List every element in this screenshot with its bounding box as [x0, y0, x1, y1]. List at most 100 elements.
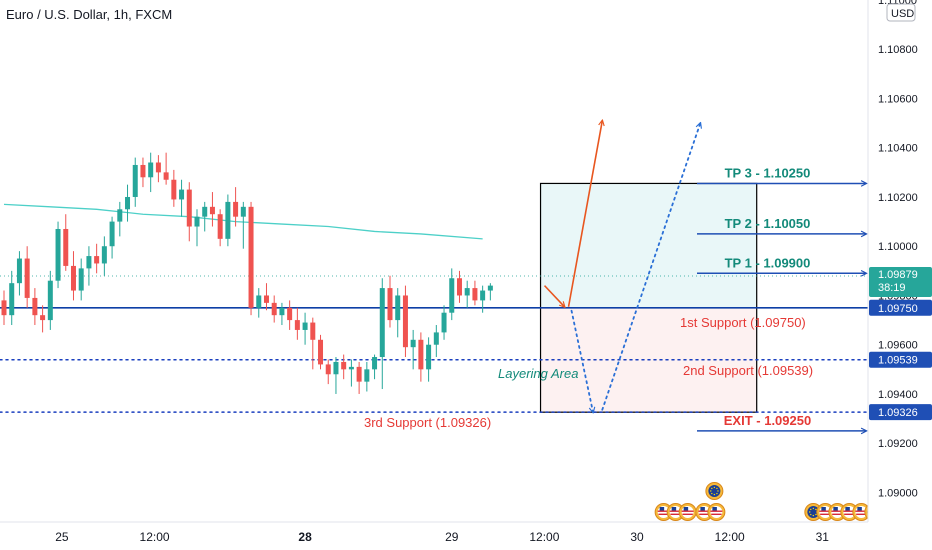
candle-body-8 — [63, 228, 69, 266]
candle-body-16 — [125, 196, 131, 210]
event-flag-3-3-us-canton — [845, 507, 850, 511]
target-label-3: TP 1 - 1.09900 — [725, 255, 811, 270]
candle-body-1 — [9, 283, 15, 316]
candle-body-31 — [240, 206, 246, 217]
current-price-value: 1.09879 — [878, 269, 918, 281]
countdown-value: 38:19 — [878, 282, 906, 294]
price-tick-1: 1.10800 — [878, 44, 918, 56]
candle-body-40 — [310, 322, 316, 340]
candle-body-14 — [109, 221, 115, 247]
time-tick-3: 29 — [445, 530, 459, 544]
time-tick-1: 12:00 — [140, 530, 170, 544]
event-flag-2-0-eu-star-4 — [710, 490, 712, 492]
event-flag-0-0-us-canton — [659, 507, 665, 511]
candle-body-29 — [225, 201, 231, 239]
event-flag-3-2-us-canton — [833, 507, 838, 511]
candle-body-5 — [40, 315, 46, 321]
time-tick-0: 25 — [55, 530, 69, 544]
candle-body-43 — [333, 361, 339, 375]
candle-body-34 — [263, 295, 269, 303]
event-flag-3-1-us-canton — [821, 507, 826, 511]
candle-body-39 — [302, 322, 308, 330]
candle-body-27 — [209, 206, 215, 215]
candle-body-15 — [117, 209, 123, 222]
candle-body-19 — [148, 162, 154, 178]
candle-body-48 — [372, 357, 378, 370]
event-flag-3-4-us-canton — [857, 507, 862, 511]
candle-body-9 — [70, 265, 76, 291]
bullish-path-arrow[interactable] — [567, 121, 603, 307]
event-flag-3-2-us-stripe-1 — [831, 510, 844, 512]
price-axis-background — [868, 0, 932, 522]
time-axis[interactable]: 25 12:00 28 29 12:00 30 12:00 31 — [0, 521, 932, 550]
candle-body-52 — [402, 295, 408, 348]
event-flag-3-0-eu-star-5 — [810, 508, 812, 511]
event-flag-3-1-us-stripe-2 — [820, 513, 831, 515]
event-flag-3-0-eu-star-2 — [812, 514, 815, 517]
price-label-bg-2 — [869, 351, 932, 368]
price-label-2: 1.09539 — [878, 355, 918, 367]
candle-body-47 — [364, 369, 370, 382]
candle-body-37 — [287, 307, 293, 321]
event-flag-3-2-us-stripe-2 — [832, 513, 843, 515]
time-axis-ticks: 25 12:00 28 29 12:00 30 12:00 31 — [55, 530, 829, 544]
event-flag-3-4-us-stripe-2 — [856, 513, 867, 515]
event-flag-0-2-us-stripe-1 — [681, 510, 694, 512]
price-label-3: 1.09326 — [878, 407, 918, 419]
event-flag-1-1-us-stripe-2 — [711, 513, 722, 515]
event-flag-2-0-eu-star-7 — [716, 487, 718, 490]
dip-path-arrow[interactable] — [570, 309, 593, 412]
candle-body-20 — [155, 162, 161, 173]
target-lines[interactable]: TP 3 - 1.10250 TP 2 - 1.10050 TP 1 - 1.099… — [697, 165, 866, 430]
candle-body-10 — [78, 268, 84, 291]
event-flag-2-0-eu-star-5 — [711, 487, 713, 490]
candle-body-12 — [94, 256, 100, 264]
target-label-2: TP 2 - 1.10050 — [725, 216, 811, 231]
event-flag-1-0-us-canton — [700, 507, 705, 511]
event-flag-0-2[interactable] — [678, 503, 697, 521]
event-flag-3-0-eu-star-6 — [812, 507, 815, 510]
price-tick-8: 1.09400 — [878, 389, 918, 401]
candle-body-35 — [271, 302, 277, 316]
candle-body-32 — [248, 206, 254, 308]
candle-body-60 — [464, 288, 470, 296]
candle-body-23 — [179, 189, 185, 200]
event-flag-3-0-eu-star-7 — [815, 508, 817, 511]
event-flag-0-2-us-canton — [683, 507, 689, 511]
event-flag-0-2-us-stripe-2 — [682, 513, 693, 515]
candle-body-41 — [318, 339, 324, 365]
event-flag-3-0-eu-star-1 — [815, 513, 817, 516]
candle-body-53 — [410, 339, 416, 348]
profit-zone[interactable] — [540, 183, 757, 308]
event-flag-2-0[interactable] — [705, 482, 724, 500]
candle-body-28 — [217, 214, 223, 239]
support-levels[interactable] — [0, 275, 869, 413]
event-flag-1-1-us-stripe-1 — [710, 510, 723, 512]
candle-body-2 — [16, 258, 22, 284]
drawings[interactable] — [543, 121, 701, 413]
price-axis[interactable]: 1.110001.108001.106001.104001.102001.100… — [867, 0, 932, 522]
time-axis-background — [0, 522, 932, 550]
event-flag-1-1[interactable] — [707, 503, 726, 521]
candle-body-55 — [426, 344, 432, 370]
recovery-path-arrow[interactable] — [601, 123, 700, 411]
candle-body-62 — [480, 290, 486, 301]
entry-arrow[interactable] — [543, 285, 565, 307]
time-tick-7: 31 — [816, 530, 830, 544]
event-flag-1-1-us-canton — [712, 507, 717, 511]
price-labels: 1.09750 1.09539 1.09326 — [869, 299, 932, 421]
candle-body-59 — [456, 278, 462, 296]
event-flag-3-1-us-stripe-1 — [819, 510, 832, 512]
candle-body-6 — [47, 280, 53, 321]
time-tick-4: 12:00 — [529, 530, 559, 544]
support-1-label: 1st Support (1.09750) — [680, 315, 806, 330]
candle-body-44 — [341, 361, 347, 370]
target-label-1: TP 3 - 1.10250 — [725, 165, 811, 180]
price-tick-5: 1.10000 — [878, 241, 918, 253]
event-flag-1-0-us-stripe-1 — [698, 510, 711, 512]
support-3-label: 3rd Support (1.09326) — [364, 415, 491, 430]
currency-badge[interactable] — [886, 3, 916, 22]
candle-body-38 — [294, 320, 300, 330]
